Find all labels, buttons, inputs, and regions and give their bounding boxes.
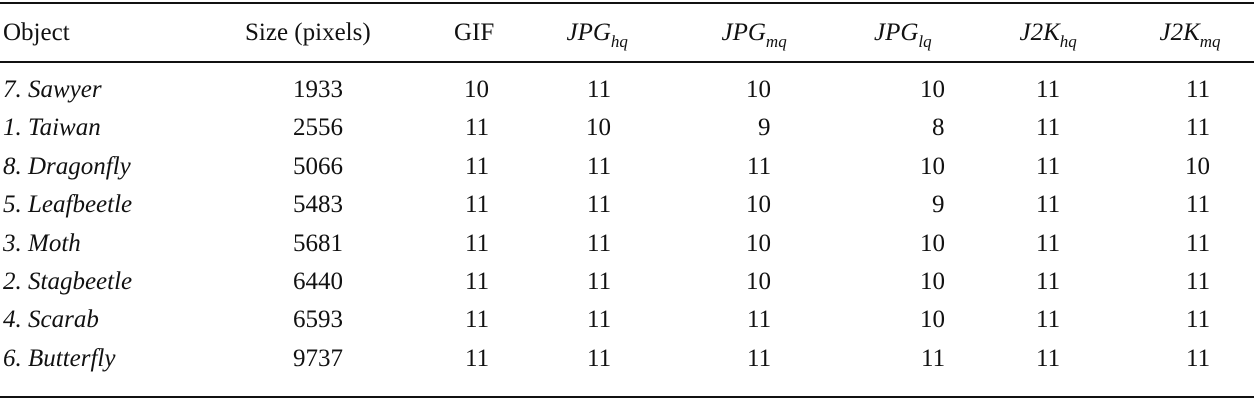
header-cell: J2Kmq [1159, 18, 1221, 51]
value-cell: 9 [758, 114, 771, 142]
header-text: Size (pixels) [245, 19, 371, 46]
value-cell: 11 [1036, 344, 1061, 372]
value-cell: 6440 [293, 268, 343, 295]
object-name: 3. Moth [3, 229, 81, 257]
top-rule [0, 2, 1254, 4]
header-cell: JPGmq [721, 18, 787, 51]
object-name: 2. Stagbeetle [3, 268, 133, 295]
value-cell: 11 [1036, 152, 1061, 180]
value-cell: 5066 [293, 152, 343, 180]
value-cell: 11 [747, 152, 772, 180]
value-cell: 11 [1186, 114, 1211, 142]
object-name: 6. Butterfly [3, 344, 116, 372]
value-cell: 6593 [293, 306, 343, 334]
object-name: 7. Sawyer [3, 76, 102, 103]
value-cell: 10 [464, 76, 489, 103]
value-cell: 11 [1036, 76, 1061, 103]
value-cell: 11 [1186, 344, 1211, 372]
header-cell: GIF [454, 18, 494, 48]
object-name: 5. Leafbeetle [3, 191, 133, 219]
value-cell: 11 [587, 191, 612, 219]
value-cell: 10 [920, 152, 945, 180]
value-cell: 10 [920, 268, 945, 295]
value-cell: 11 [1186, 268, 1211, 295]
value-cell: 11 [921, 344, 946, 372]
value-cell: 10 [920, 306, 945, 334]
header-cell: JPGlq [874, 18, 932, 51]
header-rule [0, 61, 1254, 63]
header-text: JPG [874, 19, 919, 46]
header-text: GIF [454, 19, 495, 46]
bottom-rule [0, 396, 1254, 398]
value-cell: 10 [746, 191, 771, 219]
header-cell: J2Khq [1019, 18, 1077, 51]
value-cell: 9 [932, 191, 945, 219]
value-cell: 11 [1186, 191, 1211, 219]
value-cell: 11 [747, 344, 772, 372]
header-subscript: hq [610, 32, 628, 51]
header-text: J2K [1159, 19, 1200, 46]
header-cell: JPGhq [566, 18, 628, 51]
value-cell: 11 [465, 344, 490, 372]
value-cell: 11 [1036, 268, 1061, 295]
value-cell: 5483 [293, 191, 343, 219]
header-cell: Object [3, 18, 70, 48]
value-cell: 2556 [293, 114, 343, 142]
header-text: JPG [721, 19, 766, 46]
value-cell: 10 [920, 229, 945, 257]
value-cell: 11 [1036, 229, 1061, 257]
header-text: J2K [1019, 19, 1060, 46]
value-cell: 11 [1036, 191, 1061, 219]
value-cell: 11 [1036, 114, 1061, 142]
object-name: 4. Scarab [3, 306, 99, 334]
value-cell: 8 [932, 114, 945, 142]
value-cell: 10 [746, 268, 771, 295]
value-cell: 9737 [293, 344, 343, 372]
value-cell: 11 [1186, 76, 1211, 103]
value-cell: 11 [587, 229, 612, 257]
value-cell: 11 [747, 306, 772, 334]
value-cell: 11 [465, 268, 490, 295]
value-cell: 10 [746, 229, 771, 257]
value-cell: 11 [1036, 306, 1061, 334]
value-cell: 11 [465, 152, 490, 180]
header-subscript: lq [918, 32, 932, 51]
value-cell: 10 [920, 76, 945, 103]
header-subscript: hq [1059, 32, 1077, 51]
object-name: 1. Taiwan [3, 114, 101, 142]
value-cell: 11 [465, 114, 490, 142]
header-text: JPG [566, 19, 611, 46]
value-cell: 5681 [293, 229, 343, 257]
value-cell: 11 [465, 229, 490, 257]
value-cell: 10 [586, 114, 611, 142]
value-cell: 10 [746, 76, 771, 103]
value-cell: 11 [587, 306, 612, 334]
header-subscript: mq [765, 32, 787, 51]
value-cell: 11 [1186, 229, 1211, 257]
header-text: Object [3, 19, 70, 46]
header-cell: Size (pixels) [245, 18, 371, 48]
value-cell: 11 [587, 76, 612, 103]
value-cell: 11 [1186, 306, 1211, 334]
value-cell: 11 [465, 191, 490, 219]
value-cell: 11 [587, 152, 612, 180]
value-cell: 11 [465, 306, 490, 334]
value-cell: 11 [587, 268, 612, 295]
object-name: 8. Dragonfly [3, 152, 131, 180]
header-subscript: mq [1199, 32, 1221, 51]
value-cell: 1933 [293, 76, 343, 103]
value-cell: 11 [587, 344, 612, 372]
value-cell: 10 [1185, 152, 1210, 180]
